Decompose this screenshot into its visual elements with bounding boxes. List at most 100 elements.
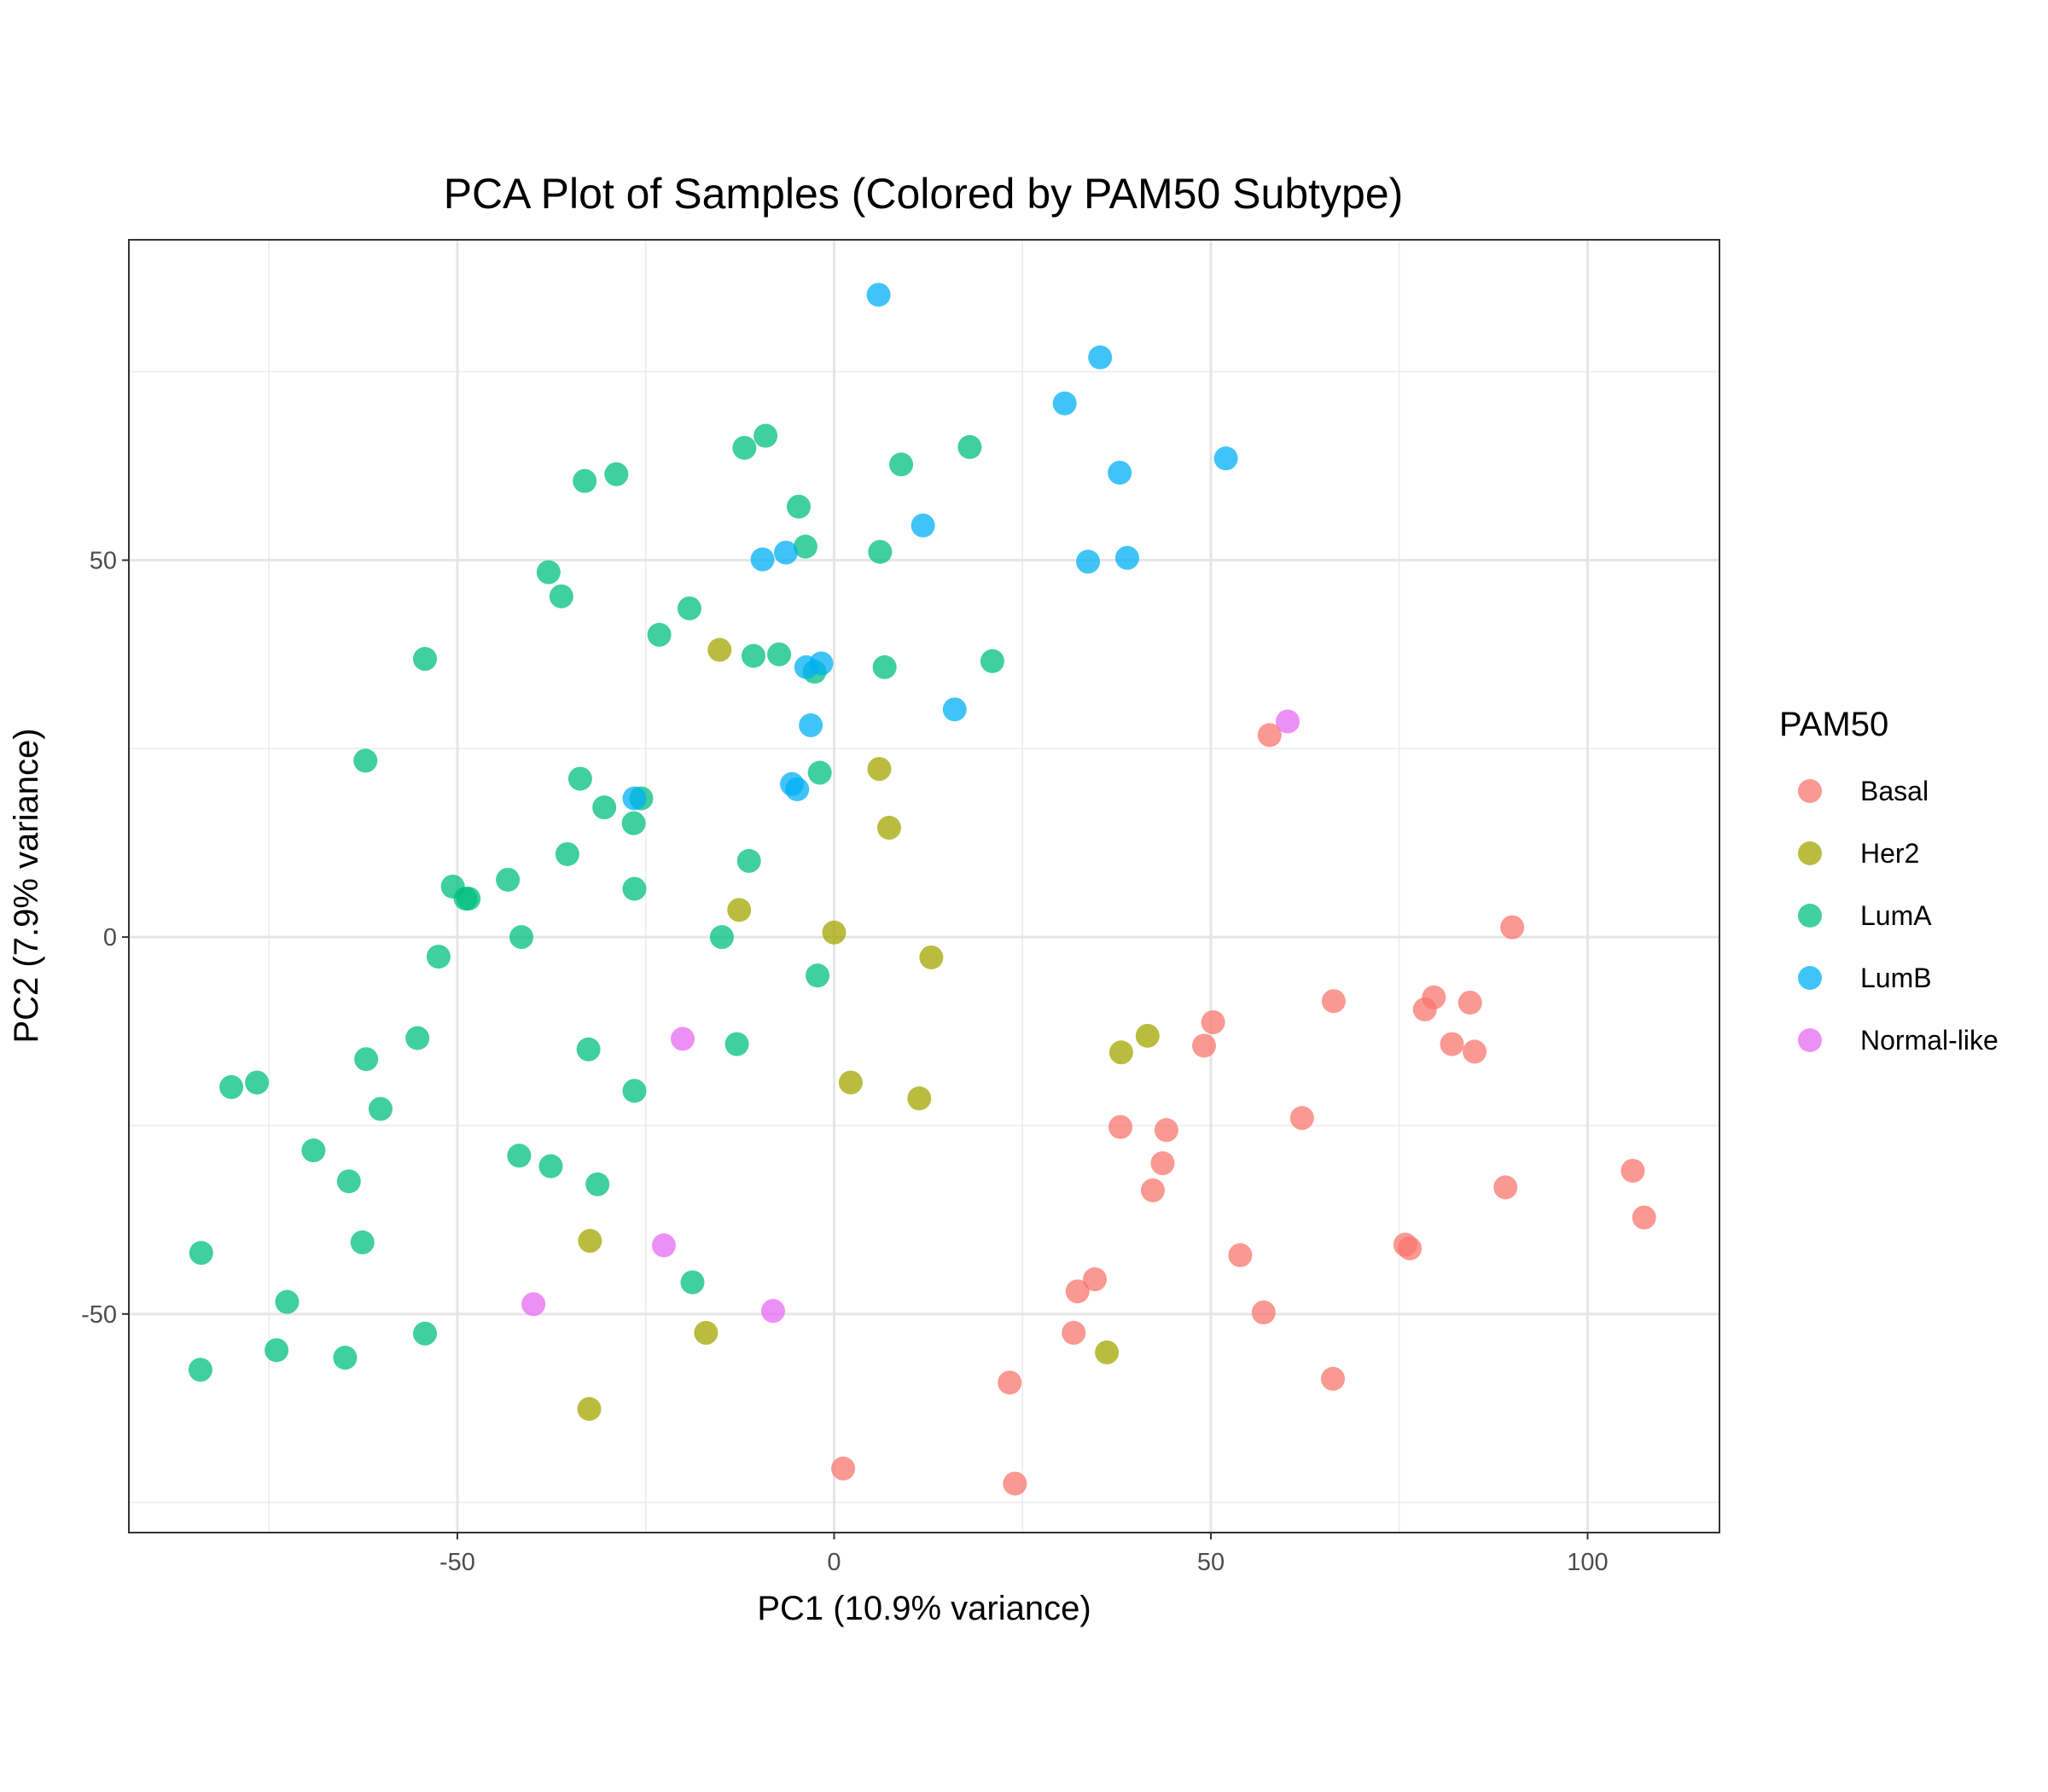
data-point (336, 1169, 361, 1194)
data-point (1321, 1366, 1346, 1391)
data-point (1192, 1033, 1217, 1058)
data-point (549, 584, 573, 608)
data-point (1108, 1114, 1133, 1139)
data-point (1095, 1340, 1120, 1364)
data-point (1003, 1471, 1027, 1496)
data-point (671, 1027, 695, 1051)
data-point (872, 655, 897, 679)
data-point (724, 1032, 749, 1056)
data-point (1108, 460, 1132, 485)
data-point (1082, 1267, 1107, 1292)
data-point (957, 434, 982, 459)
data-point (189, 1241, 213, 1265)
data-point (1493, 1175, 1518, 1200)
data-point (822, 920, 847, 945)
data-point (911, 513, 935, 538)
y-axis-title: PC2 (7.9% variance) (8, 728, 45, 1043)
data-point (350, 1230, 375, 1254)
data-point (577, 1397, 602, 1422)
data-point (807, 760, 832, 785)
series-luma (188, 423, 1004, 1382)
legend-key (1798, 1028, 1822, 1052)
data-point (942, 697, 967, 722)
data-point (694, 1320, 719, 1345)
legend-label: Her2 (1860, 838, 1919, 869)
data-point (368, 1097, 393, 1121)
legend-item: LumB (1798, 963, 1932, 993)
data-point (799, 713, 823, 737)
data-point (680, 1270, 705, 1295)
data-point (509, 925, 534, 950)
legend-items: Basal Her2 LumA LumB Normal-like (1798, 776, 1999, 1056)
data-point (538, 1154, 563, 1178)
data-point (1228, 1242, 1253, 1267)
data-point (567, 766, 592, 791)
plot-panel-border (128, 239, 1720, 1533)
data-point (507, 1143, 532, 1168)
data-point (767, 642, 792, 666)
data-points (188, 282, 1656, 1496)
y-tick-label: 0 (103, 924, 117, 951)
legend-item: Normal-like (1798, 1025, 1999, 1056)
x-axis-title: PC1 (10.9% variance) (757, 1590, 1091, 1627)
data-point (1321, 989, 1346, 1014)
data-point (457, 887, 481, 911)
data-point (219, 1074, 244, 1099)
data-point (1412, 997, 1437, 1021)
x-tick-label: 100 (1567, 1549, 1608, 1576)
data-point (1620, 1158, 1645, 1183)
data-point (1251, 1300, 1276, 1325)
data-point (622, 1079, 647, 1103)
data-point (709, 925, 734, 950)
data-point (555, 841, 579, 866)
data-point (793, 534, 817, 559)
data-point (354, 1047, 379, 1072)
data-point (426, 945, 451, 969)
data-point (622, 786, 647, 811)
data-point (275, 1289, 300, 1314)
series-her2 (577, 637, 1160, 1422)
data-point (245, 1070, 270, 1095)
data-point (1052, 391, 1077, 416)
data-point (496, 867, 521, 892)
data-point (907, 1086, 932, 1111)
data-point (1108, 1040, 1133, 1065)
axis-ticks: -50 0 50 100 -50 0 50 (81, 547, 1609, 1576)
data-point (573, 468, 597, 493)
data-point (1135, 1023, 1160, 1048)
data-point (521, 1292, 546, 1317)
data-point (1463, 1039, 1487, 1064)
data-point (980, 649, 1004, 673)
data-point (742, 643, 766, 668)
legend-label: LumA (1860, 900, 1932, 931)
data-point (677, 596, 701, 620)
data-point (736, 848, 761, 873)
data-point (1632, 1205, 1656, 1230)
series-normal-like (521, 709, 1300, 1324)
data-point (867, 757, 892, 782)
y-tick-label: 50 (90, 547, 117, 574)
x-tick-label: 0 (827, 1549, 841, 1576)
data-point (265, 1338, 289, 1363)
data-point (1457, 990, 1482, 1015)
data-point (188, 1358, 212, 1382)
data-point (1500, 915, 1525, 940)
legend: PAM50 Basal Her2 LumA LumB Normal-like (1779, 706, 1999, 1056)
legend-label: LumB (1860, 963, 1932, 993)
data-point (838, 1070, 863, 1095)
data-point (1201, 1009, 1225, 1034)
data-point (1140, 1178, 1165, 1202)
data-point (750, 547, 775, 572)
series-lumb (622, 282, 1238, 811)
data-point (413, 647, 438, 672)
x-tick-label: 50 (1197, 1549, 1225, 1576)
data-point (1289, 1106, 1314, 1131)
data-point (333, 1346, 358, 1370)
data-point (785, 777, 810, 801)
grid (129, 240, 1719, 1533)
legend-item: LumA (1798, 900, 1932, 931)
legend-label: Normal-like (1860, 1025, 1999, 1056)
x-tick-label: -50 (439, 1549, 475, 1576)
data-point (578, 1229, 602, 1254)
legend-item: Her2 (1798, 838, 1919, 869)
